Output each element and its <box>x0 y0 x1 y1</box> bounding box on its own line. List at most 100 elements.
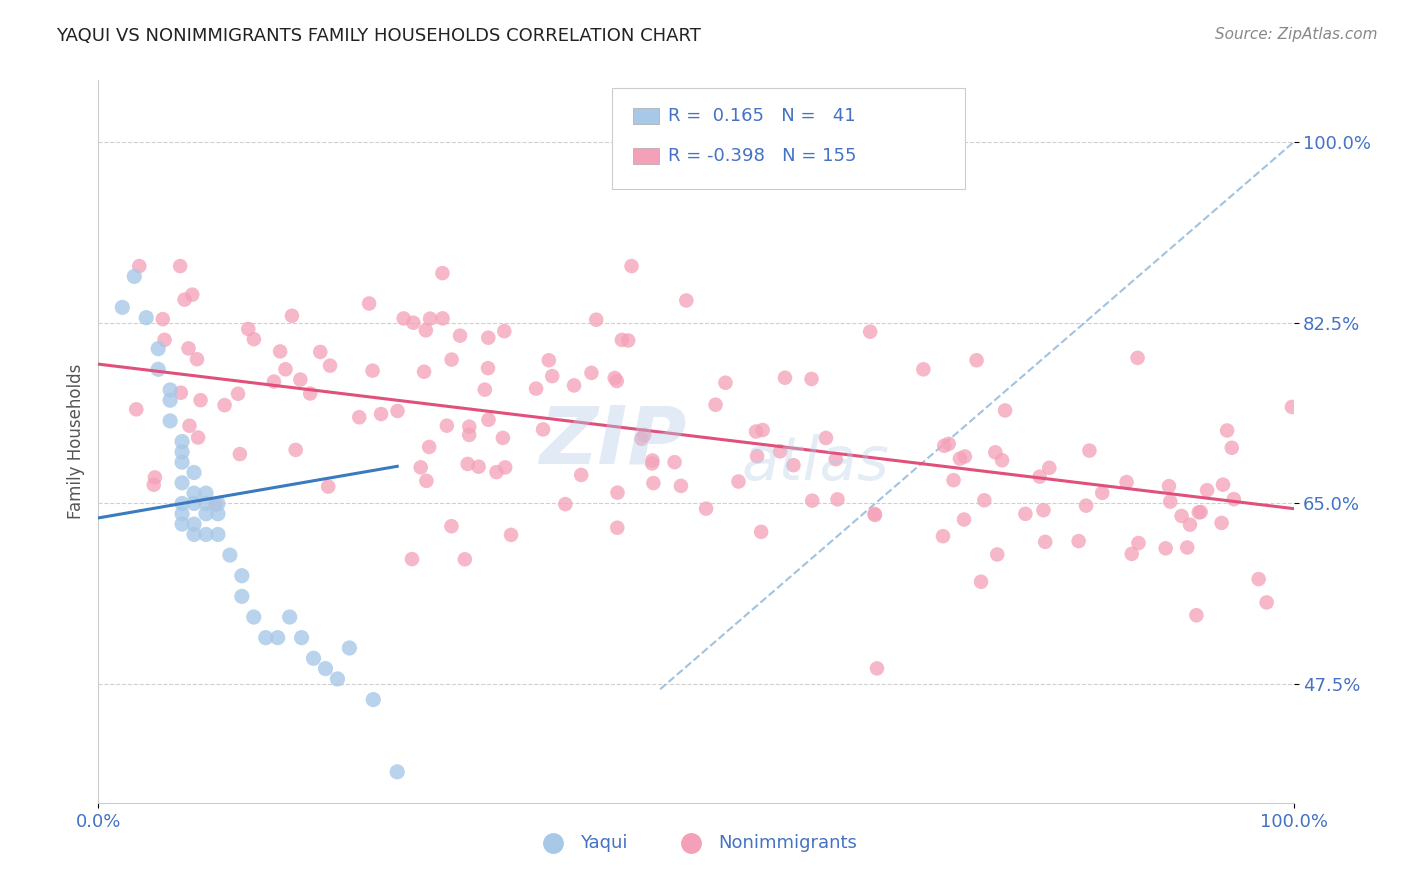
Point <box>1175 541 1198 555</box>
Point <box>302 651 325 665</box>
Point <box>409 460 432 475</box>
Point <box>641 453 664 467</box>
Point <box>207 527 229 541</box>
Point <box>1154 541 1177 556</box>
Point <box>339 640 361 655</box>
Point <box>1216 424 1239 438</box>
Point <box>562 378 585 392</box>
Point <box>449 328 471 343</box>
Point <box>541 369 564 384</box>
Point <box>190 393 212 408</box>
Point <box>415 323 437 337</box>
Point <box>531 422 554 436</box>
Point <box>704 398 727 412</box>
Point <box>1074 499 1097 513</box>
Point <box>749 524 772 539</box>
Point <box>942 473 965 487</box>
Text: ZIP: ZIP <box>538 402 686 481</box>
Text: R = -0.398   N = 155: R = -0.398 N = 155 <box>668 147 858 165</box>
Point <box>863 508 886 522</box>
Point <box>769 444 792 458</box>
Point <box>172 455 194 469</box>
Point <box>669 479 692 493</box>
Point <box>1014 507 1036 521</box>
Point <box>1126 351 1149 365</box>
Point <box>745 425 768 439</box>
Point <box>633 428 655 442</box>
Point <box>170 385 193 400</box>
Point <box>912 362 935 376</box>
Point <box>827 492 849 507</box>
Point <box>401 552 423 566</box>
Y-axis label: Family Households: Family Households <box>66 364 84 519</box>
Point <box>1038 460 1060 475</box>
Point <box>128 259 150 273</box>
Point <box>1078 443 1101 458</box>
Point <box>454 552 477 566</box>
Point <box>1091 486 1114 500</box>
Point <box>1178 517 1201 532</box>
Point <box>172 496 194 510</box>
Point <box>179 418 201 433</box>
Point <box>415 474 437 488</box>
Point <box>824 452 846 467</box>
Point <box>606 485 628 500</box>
Point <box>485 465 508 479</box>
Point <box>387 404 409 418</box>
Point <box>231 590 253 604</box>
Point <box>1185 608 1208 623</box>
Point <box>494 460 516 475</box>
Point <box>970 574 993 589</box>
Point <box>269 344 291 359</box>
Point <box>474 383 496 397</box>
Point <box>457 457 479 471</box>
Text: Source: ZipAtlas.com: Source: ZipAtlas.com <box>1215 27 1378 42</box>
Point <box>1188 505 1211 519</box>
Point <box>1128 536 1150 550</box>
Point <box>866 661 889 675</box>
Text: YAQUI VS NONIMMIGRANTS FAMILY HOUSEHOLDS CORRELATION CHART: YAQUI VS NONIMMIGRANTS FAMILY HOUSEHOLDS… <box>56 27 702 45</box>
Point <box>477 331 499 345</box>
Point <box>641 457 664 471</box>
Point <box>148 342 170 356</box>
Point <box>1170 508 1192 523</box>
Point <box>436 418 458 433</box>
Point <box>290 373 312 387</box>
Point <box>1067 534 1090 549</box>
Point <box>195 496 218 510</box>
Point <box>204 498 226 512</box>
Point <box>1157 479 1180 493</box>
Point <box>938 437 960 451</box>
Point <box>606 374 628 388</box>
Point <box>315 662 337 676</box>
Point <box>263 375 285 389</box>
Point <box>440 352 463 367</box>
Point <box>299 386 322 401</box>
Point <box>159 383 181 397</box>
Point <box>183 496 205 510</box>
Point <box>859 325 882 339</box>
Point <box>949 451 972 466</box>
Point <box>581 366 603 380</box>
Point <box>172 517 194 532</box>
Point <box>727 475 749 489</box>
Point <box>477 361 499 376</box>
Point <box>773 370 796 384</box>
Point <box>1115 475 1137 489</box>
Point <box>181 287 204 301</box>
Point <box>219 548 242 562</box>
Point <box>492 431 515 445</box>
Point <box>863 507 886 521</box>
Point <box>125 402 148 417</box>
Point <box>326 672 349 686</box>
Point <box>664 455 686 469</box>
Point <box>183 517 205 532</box>
Point <box>207 496 229 510</box>
Point <box>991 453 1014 467</box>
Point <box>363 692 385 706</box>
Point <box>1256 595 1278 609</box>
Point <box>800 372 823 386</box>
Point <box>142 477 165 491</box>
Point <box>392 311 415 326</box>
Point <box>169 259 191 273</box>
